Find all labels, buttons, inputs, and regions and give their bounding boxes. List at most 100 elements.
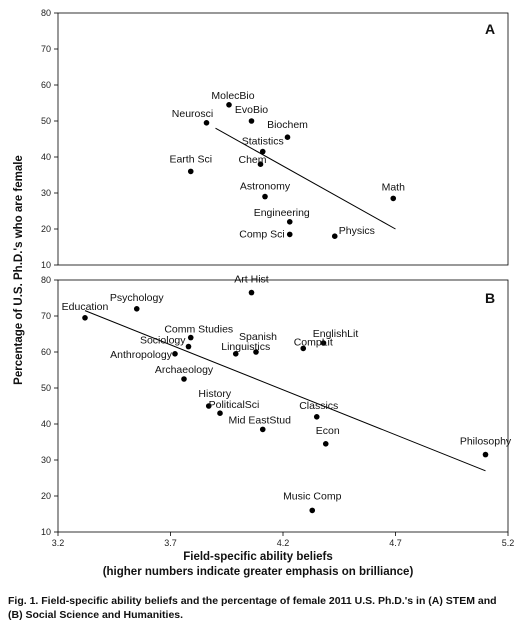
point-chem [257,161,264,167]
point-label-politicalsci: PoliticalSci [209,399,260,411]
point-englishlit [320,340,327,346]
x-tick-label-3: 4.7 [389,538,402,548]
point-complit [300,345,307,352]
panel-b-trendline [84,310,486,472]
point-sociology [185,343,192,350]
panel-a-points: MolecBio EvoBio Neurosci Biochem Statistics C… [169,90,405,241]
panel-b-y-tick-label-0: 10 [41,527,51,537]
point-linguistics [232,351,239,357]
point-mid-eaststud [259,426,266,433]
panel-b-y-tick-label-2: 30 [41,455,51,465]
point-label-anthropology: Anthropology [110,349,173,361]
point-econ [322,441,329,447]
point-molecbio [226,102,232,108]
x-tick-label-0: 3.2 [52,538,65,548]
point-engineering [286,219,293,225]
point-anthropology [172,351,178,357]
panel-a-y-tick-label-0: 10 [41,260,51,270]
x-axis-title: Field-specific ability beliefs [183,551,333,563]
panel-a-y-tick-label-5: 60 [41,80,51,90]
point-label-mid-eaststud: Mid EastStud [229,414,292,426]
point-label-archaeology: Archaeology [155,364,214,376]
point-label-englishlit: EnglishLit [313,328,359,340]
panel-a-trendline-group [215,127,396,230]
x-tick-label-1: 3.7 [164,538,177,548]
point-label-psychology: Psychology [110,292,164,304]
panel-b-y-tick-label-5: 60 [41,347,51,357]
point-label-comm-studies: Comm Studies [164,324,233,336]
panel-a-y-tick-label-2: 30 [41,188,51,198]
panel-a-y-ticks: 10 20 30 40 50 60 70 80 [41,8,58,270]
x-tick-label-4: 5.2 [502,538,515,548]
x-axis-subtitle: (higher numbers indicate greater emphasi… [103,566,414,578]
point-label-statistics: Statistics [242,136,284,148]
point-evobio [248,118,255,124]
panel-b-y-tick-label-4: 50 [41,383,51,393]
panel-a-letter: A [485,21,495,37]
point-spanish [253,349,259,355]
point-classics [313,414,320,420]
point-label-econ: Econ [316,425,340,437]
point-label-music-comp: Music Comp [283,490,342,502]
panel-a-y-tick-label-7: 80 [41,8,51,18]
point-statistics [259,148,266,155]
panel-a-y-tick-label-1: 20 [41,224,51,234]
panel-b-y-tick-label-1: 20 [41,491,51,501]
point-label-molecbio: MolecBio [211,90,254,102]
point-label-art-hist: Art Hist [234,274,269,286]
point-label-physics: Physics [339,225,375,237]
point-math [390,195,397,202]
point-physics [331,233,338,239]
point-label-math: Math [382,181,406,193]
point-politicalsci [217,410,223,417]
panel-b-y-tick-label-7: 80 [41,275,51,285]
point-biochem [284,134,291,140]
point-archaeology [181,376,187,382]
panel-b-letter: B [485,290,495,306]
point-label-education: Education [62,301,109,313]
point-label-earth-sci: Earth Sci [169,153,212,165]
point-earth-sci [187,168,194,175]
x-tick-label-2: 4.2 [277,538,290,548]
point-label-spanish: Spanish [239,331,277,343]
point-philosophy [482,451,489,458]
panel-a-y-tick-label-6: 70 [41,44,51,54]
point-label-complit: CompLit [294,336,333,348]
x-axis-ticks: 3.2 3.7 4.2 4.7 5.2 [52,532,515,548]
point-label-neurosci: Neurosci [172,108,213,120]
panel-a: 10 20 30 40 50 60 70 80 MolecBio EvoBio Neurosci B… [41,8,509,270]
point-label-philosophy: Philosophy [460,436,512,448]
panel-b: 10 20 30 40 50 60 70 80 Art Hist PsychologyEduca… [41,274,512,537]
point-psychology [133,306,140,312]
panel-b-trendline-group [84,310,486,472]
panel-b-y-tick-label-3: 40 [41,419,51,429]
figure-caption: Fig. 1. Field-specific ability beliefs a… [8,595,497,621]
point-label-astronomy: Astronomy [240,181,291,193]
panel-a-trendline [215,127,396,230]
point-comp-sci [286,231,293,238]
point-label-evobio: EvoBio [235,104,268,116]
point-label-engineering: Engineering [254,207,310,219]
point-label-linguistics: Linguistics [221,341,270,353]
panel-b-y-tick-label-6: 70 [41,311,51,321]
point-comm-studies [187,334,194,341]
panel-a-y-tick-label-4: 50 [41,116,51,126]
panel-b-y-ticks: 10 20 30 40 50 60 70 80 [41,275,58,537]
point-label-chem: Chem [238,154,266,166]
point-astronomy [262,193,268,200]
point-art-hist [248,289,255,296]
y-axis-title: Percentage of U.S. Ph.D.'s who are femal… [13,155,25,385]
point-label-classics: Classics [299,400,338,412]
panel-a-y-tick-label-3: 40 [41,152,51,162]
point-label-sociology: Sociology [140,335,186,347]
point-label-comp-sci: Comp Sci [239,228,285,240]
point-music-comp [309,507,316,514]
point-label-biochem: Biochem [267,119,308,131]
point-label-history: History [198,388,231,400]
point-education [82,315,88,321]
point-neurosci [203,120,210,126]
point-history [205,403,212,409]
panel-a-frame [57,12,509,266]
